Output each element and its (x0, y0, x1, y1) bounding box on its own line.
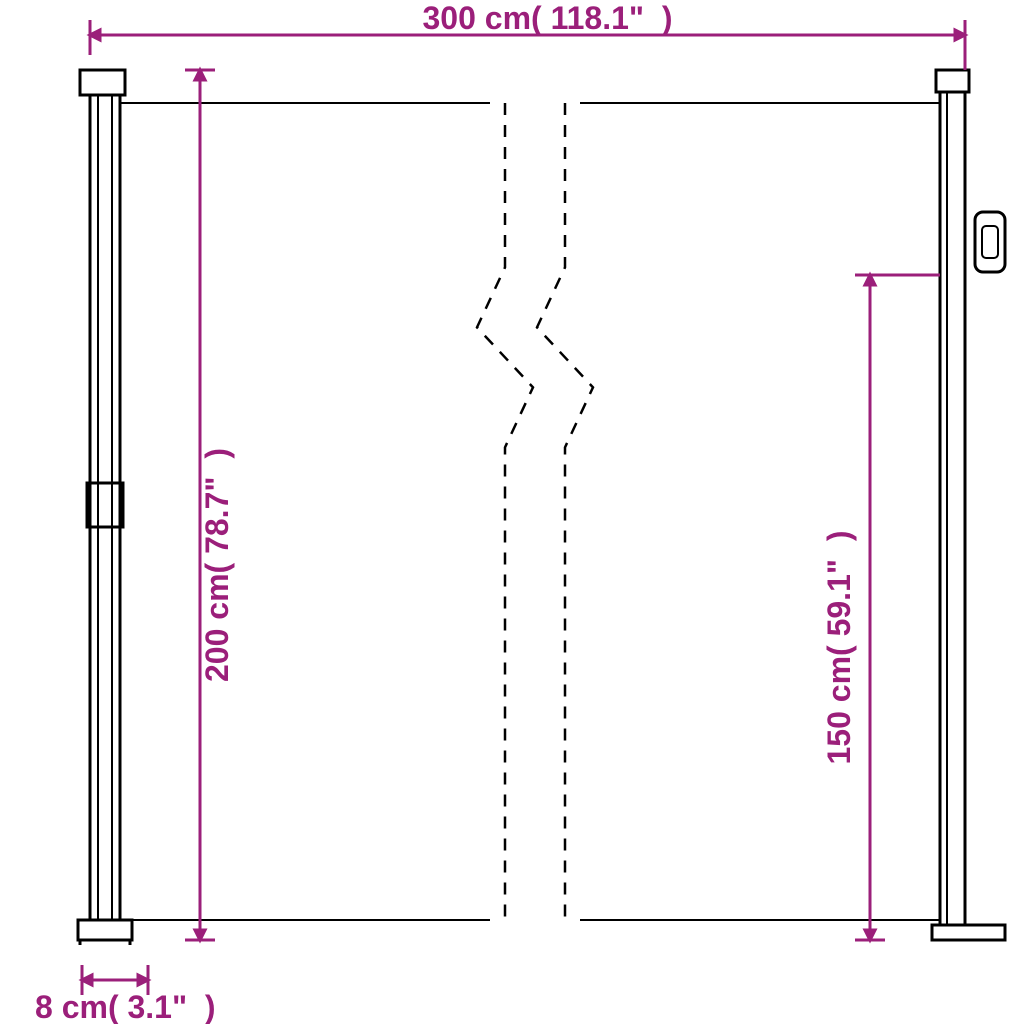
base-dimension-label: 8 cm( 3.1" ) (35, 989, 216, 1024)
width-dimension-label: 300 cm( 118.1" ) (423, 0, 673, 36)
height-right-dimension-label: 150 cm( 59.1" ) (821, 531, 857, 765)
height-left-dimension-label: 200 cm( 78.7" ) (199, 448, 235, 682)
dimension-diagram: 300 cm( 118.1" ) 200 cm( 78.7" ) 150 cm( 5… (0, 0, 1024, 1024)
